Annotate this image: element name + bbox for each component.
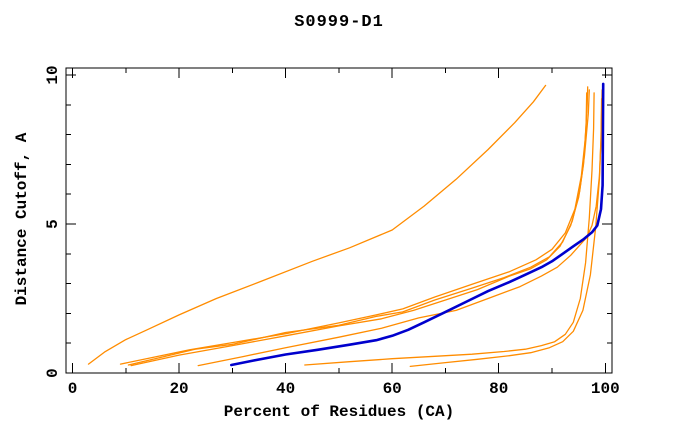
x-tick-label: 60 [383,380,402,398]
series-model-2-line [119,86,589,365]
x-tick-label: 40 [276,380,295,398]
series-model-3-line [127,89,590,366]
x-tick-label: 80 [489,380,508,398]
series-reference-line [230,82,605,367]
series-model-7-line [409,89,603,368]
series-model-1-line [87,84,547,365]
y-tick-label: 0 [44,368,62,378]
y-tick-label: 10 [44,65,62,84]
series-model-6-line [304,92,595,366]
x-tick-label: 20 [169,380,188,398]
x-tick-label: 0 [68,380,78,398]
plot-border [65,67,613,374]
x-axis-title: Percent of Residues (CA) [223,403,455,421]
x-tick-label: 100 [591,380,620,398]
series-model-4-line [197,98,603,367]
y-tick-label: 5 [44,219,62,229]
chart-title: S0999-D1 [294,13,384,32]
series-model-5-line [130,92,588,367]
